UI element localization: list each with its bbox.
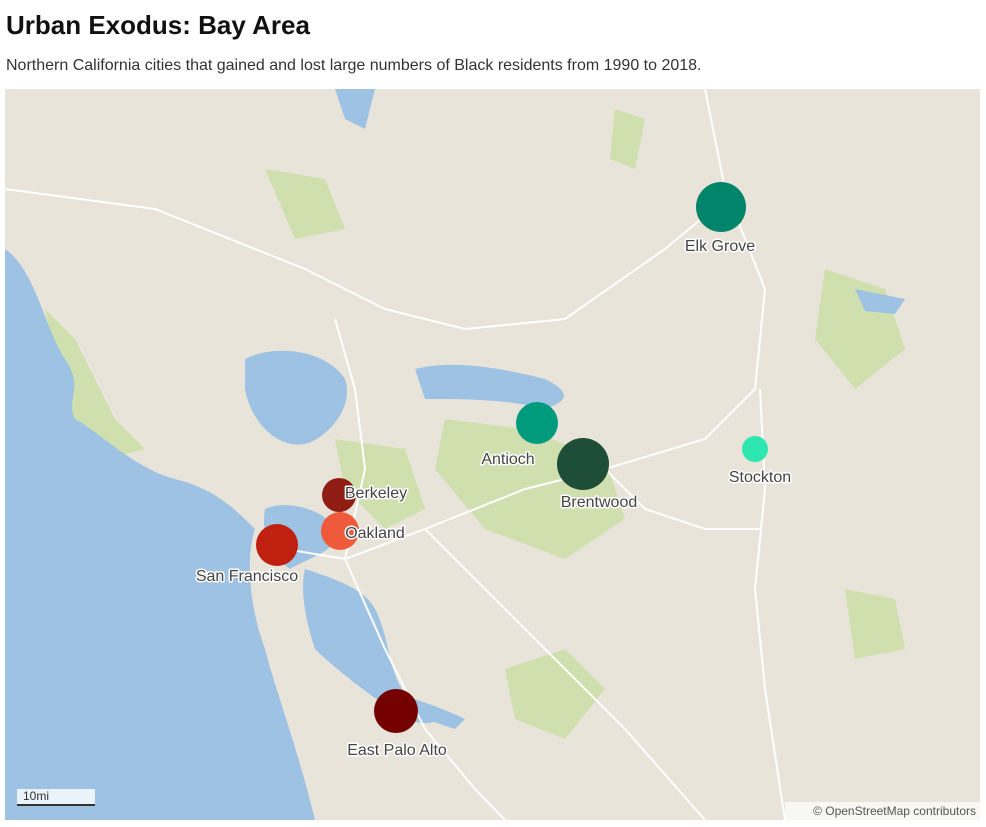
city-label: Antioch: [481, 451, 534, 468]
city-marker: [696, 182, 746, 232]
scale-label: 10mi: [23, 789, 49, 803]
city-label: Elk Grove: [685, 238, 755, 255]
marker-layer: Elk Grove Antioch Brentwood Stockton Berkele…: [194, 182, 793, 761]
attribution: © OpenStreetMap contributors: [813, 804, 976, 818]
scale-box: [17, 789, 95, 805]
city-label: Oakland: [345, 525, 405, 542]
city-label: East Palo Alto: [347, 742, 447, 759]
city-marker: [557, 438, 609, 490]
title: Urban Exodus: Bay Area: [6, 10, 310, 40]
city-marker: [256, 524, 298, 566]
subtitle: Northern California cities that gained a…: [6, 57, 702, 74]
city-marker: [516, 402, 558, 444]
city-marker: [322, 478, 356, 512]
city-marker: [742, 436, 768, 462]
map: Elk Grove Antioch Brentwood Stockton Berkele…: [5, 89, 980, 820]
city-label: Brentwood: [561, 494, 638, 511]
labels: Elk Grove Antioch Brentwood Stockton Berkele…: [194, 237, 792, 761]
city-marker: [374, 689, 418, 733]
circles: [256, 182, 768, 733]
roads: [5, 89, 786, 820]
attribution-box: [785, 802, 980, 820]
water: [5, 89, 905, 820]
city-marker: [321, 512, 359, 550]
city-label: San Francisco: [196, 568, 298, 585]
city-label: Berkeley: [345, 485, 407, 502]
city-label: Stockton: [729, 469, 791, 486]
